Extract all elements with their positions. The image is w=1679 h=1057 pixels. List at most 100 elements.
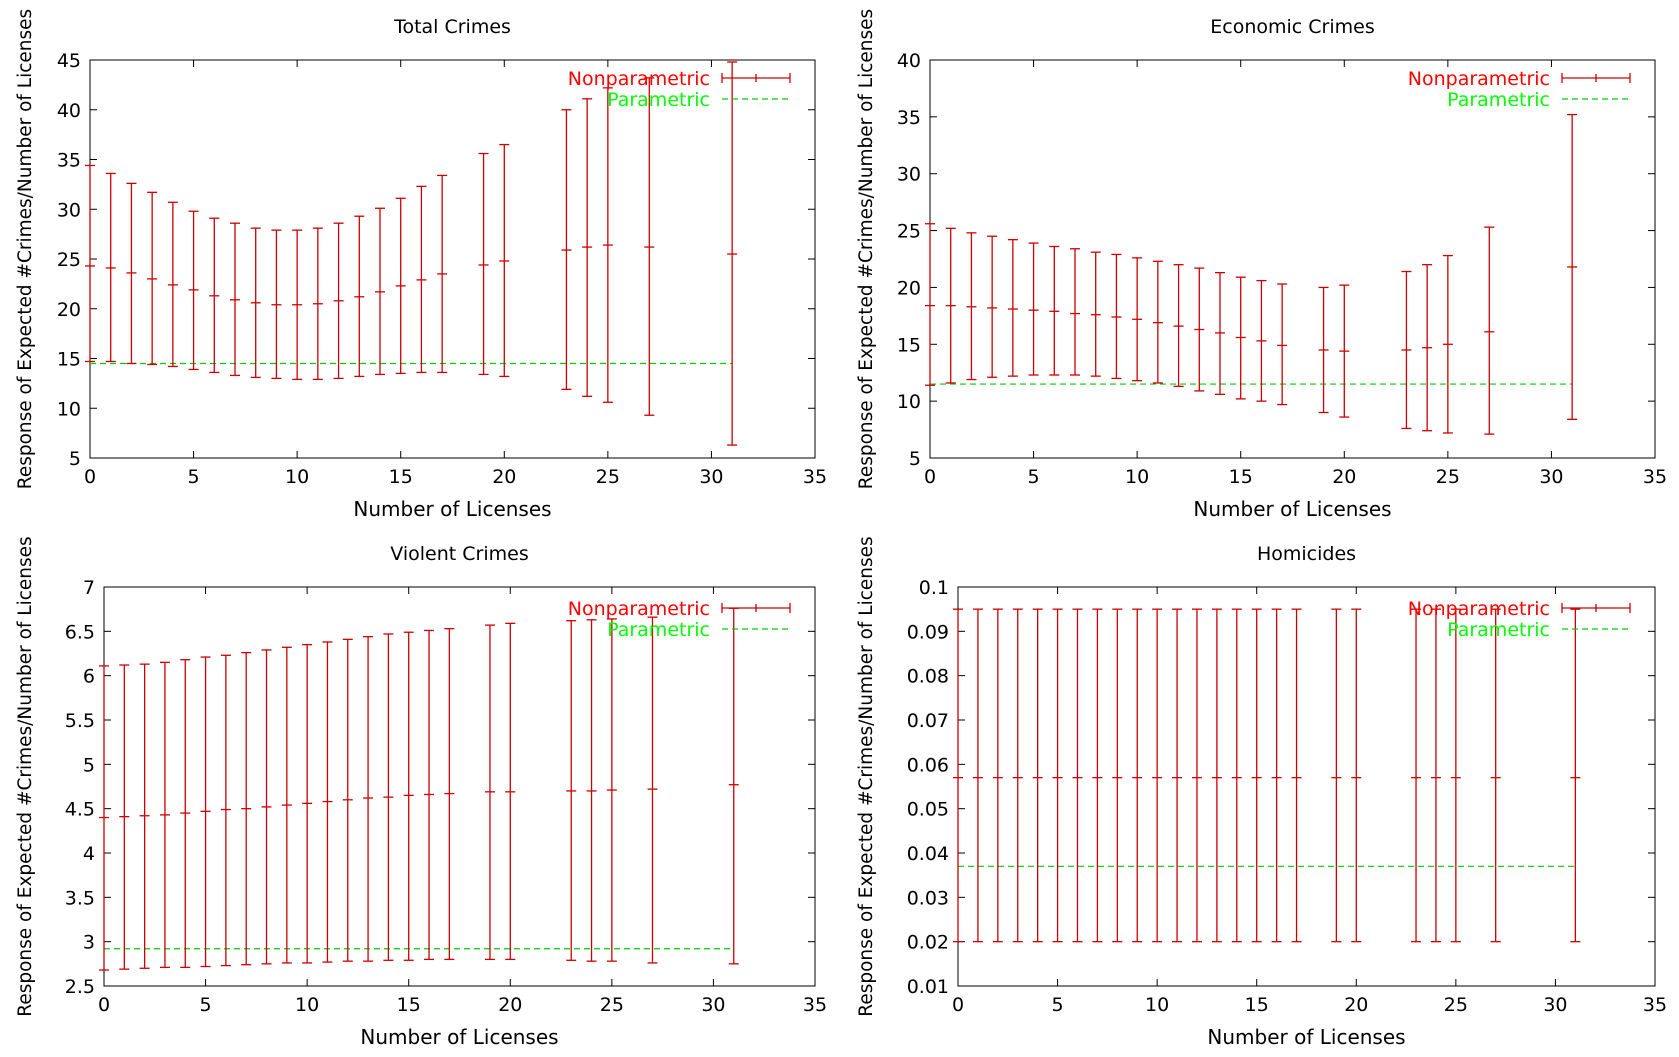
error-bar [85, 164, 95, 363]
chart-title: Total Crimes [393, 16, 511, 38]
error-bar [354, 215, 365, 378]
error-bar [375, 207, 385, 376]
legend-label-parametric: Parametric [607, 619, 710, 641]
error-bar [281, 646, 292, 964]
y-tick-label: 0.1 [919, 577, 949, 599]
error-bar [602, 87, 613, 403]
y-tick-label: 0.01 [907, 976, 949, 998]
y-tick-label: 0.03 [907, 887, 949, 909]
error-bar [1401, 270, 1412, 430]
x-tick-label: 5 [1028, 466, 1040, 488]
error-bar [1028, 242, 1039, 376]
x-tick-label: 10 [1145, 994, 1169, 1016]
x-tick-label: 35 [1643, 466, 1667, 488]
error-bar [437, 174, 448, 374]
x-tick-label: 25 [1444, 994, 1468, 1016]
error-bar [1112, 608, 1123, 943]
x-tick-label: 25 [596, 466, 620, 488]
error-bar [1256, 279, 1267, 402]
error-bar [119, 664, 130, 970]
error-bar [261, 649, 272, 965]
legend-label-nonparametric: Nonparametric [1408, 68, 1550, 90]
x-axis-label: Number of Licenses [360, 1025, 558, 1049]
x-tick-label: 20 [492, 466, 516, 488]
y-tick-label: 0.02 [907, 932, 949, 954]
error-bar [424, 629, 435, 961]
error-bar [302, 643, 313, 964]
error-bar [561, 109, 572, 390]
error-bar [606, 618, 617, 962]
y-tick-label: 3.5 [65, 887, 95, 909]
y-tick-label: 3 [83, 932, 95, 954]
error-bar [147, 191, 158, 366]
error-bar [1173, 264, 1184, 388]
error-bar [728, 607, 739, 965]
error-bar [1570, 608, 1581, 943]
error-bar [342, 638, 353, 962]
error-bar [1271, 608, 1282, 943]
error-bar [292, 229, 303, 381]
error-bar [945, 227, 956, 384]
x-tick-label: 5 [1052, 994, 1064, 1016]
error-bar [966, 232, 977, 381]
legend-label-parametric: Parametric [1447, 619, 1550, 641]
error-bar [953, 608, 963, 943]
error-bar [1090, 251, 1101, 377]
y-axis-label: Response of Expected #Crimes/Number of L… [15, 536, 36, 1016]
x-tick-label: 10 [1125, 466, 1149, 488]
x-tick-label: 20 [1344, 994, 1368, 1016]
legend-label-parametric: Parametric [607, 89, 710, 111]
x-tick-label: 5 [200, 994, 212, 1016]
x-tick-label: 0 [98, 994, 110, 1016]
x-tick-label: 15 [1229, 466, 1253, 488]
x-tick-label: 0 [84, 466, 96, 488]
error-bar [1277, 283, 1288, 406]
error-bar [99, 665, 109, 971]
error-bar [312, 227, 323, 381]
error-bar [644, 77, 655, 416]
error-bar [1070, 248, 1080, 376]
error-bar [1351, 608, 1362, 943]
error-bar [1411, 608, 1422, 943]
y-tick-label: 0.08 [907, 666, 949, 688]
error-bar [484, 624, 495, 961]
error-bar [416, 185, 427, 374]
x-tick-label: 5 [188, 466, 200, 488]
error-bar [1422, 264, 1433, 432]
error-bar [333, 222, 344, 380]
error-bar [1152, 608, 1163, 943]
error-bar [1567, 113, 1578, 420]
y-tick-label: 10 [57, 398, 81, 420]
error-bar [925, 223, 935, 386]
error-bar [1032, 608, 1043, 943]
x-tick-label: 30 [1539, 466, 1563, 488]
y-tick-label: 25 [897, 221, 921, 243]
x-tick-label: 30 [699, 466, 723, 488]
error-bar [1194, 267, 1205, 392]
y-tick-label: 35 [57, 150, 81, 172]
error-bar [1132, 608, 1143, 943]
error-bar [499, 143, 510, 378]
x-tick-label: 15 [1245, 994, 1269, 1016]
x-tick-label: 25 [600, 994, 624, 1016]
error-bar [250, 227, 261, 379]
y-tick-label: 6 [83, 666, 95, 688]
error-bar [1191, 608, 1202, 943]
error-bar [586, 619, 597, 962]
y-tick-label: 0.06 [907, 754, 949, 776]
x-axis-label: Number of Licenses [353, 497, 551, 521]
error-bar [505, 622, 516, 961]
error-bar [188, 210, 199, 371]
error-bar [1172, 608, 1183, 943]
error-bar [972, 608, 983, 943]
error-bar [230, 222, 240, 377]
error-bar [363, 636, 374, 962]
chart-title: Violent Crimes [390, 543, 528, 565]
error-bar [1235, 276, 1246, 400]
x-tick-label: 35 [803, 994, 827, 1016]
x-axis-label: Number of Licenses [1207, 1025, 1405, 1049]
